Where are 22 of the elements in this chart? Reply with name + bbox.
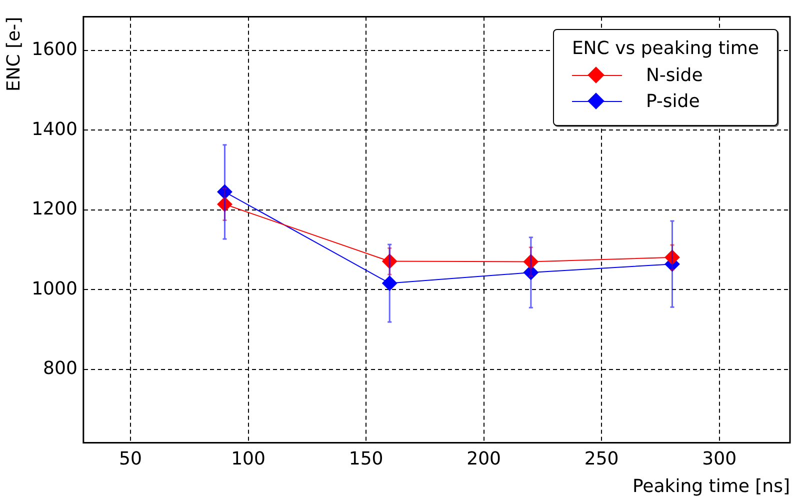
y-axis-title: ENC [e-] <box>3 16 24 92</box>
y-tick-label: 1000 <box>32 278 78 300</box>
x-tick-label: 150 <box>348 448 384 470</box>
point <box>217 184 232 200</box>
y-tick-label: 1400 <box>32 118 78 140</box>
x-tick-label: 250 <box>584 448 619 470</box>
point <box>382 254 398 269</box>
point <box>523 254 538 270</box>
x-axis-title: Peaking time [ns] <box>632 476 790 497</box>
x-tick-label: 100 <box>231 448 266 470</box>
x-tick-label: 300 <box>702 448 737 470</box>
y-tick-label: 800 <box>43 358 78 380</box>
x-tick-label: 50 <box>119 448 142 470</box>
legend-title: ENC vs peaking time <box>572 38 759 59</box>
y-tick-label: 1200 <box>32 198 78 220</box>
point <box>217 196 232 212</box>
legend-label: P-side <box>646 91 700 112</box>
x-tick-label: 200 <box>466 448 501 470</box>
point <box>664 250 680 265</box>
point <box>382 276 398 291</box>
y-tick-label: 1600 <box>32 38 78 60</box>
legend-label: N-side <box>646 65 703 86</box>
